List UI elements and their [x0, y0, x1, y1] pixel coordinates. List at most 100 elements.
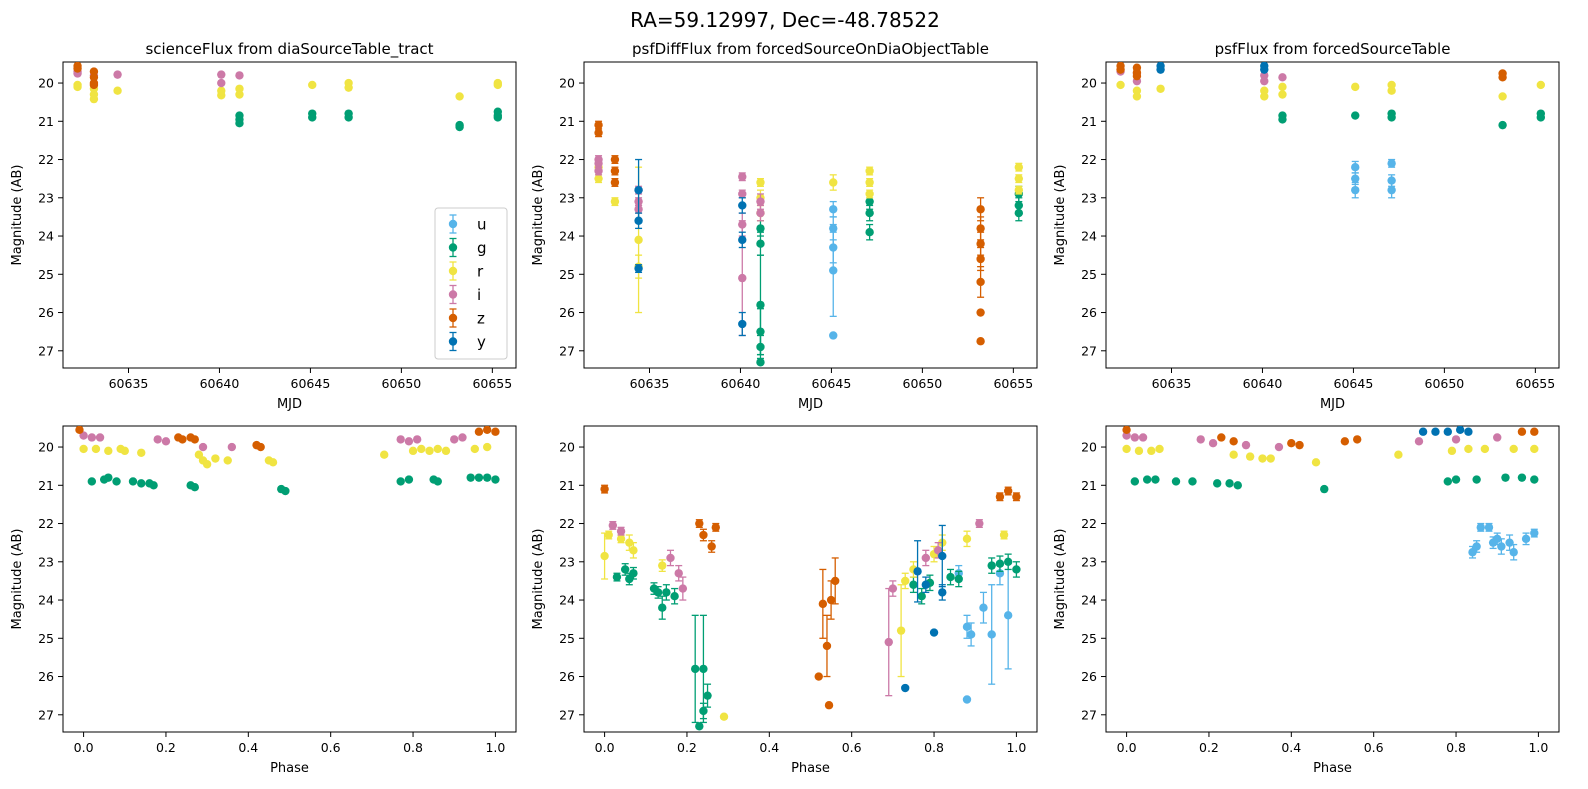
data-point-r: [1260, 92, 1269, 101]
x-tick-label: 0.4: [759, 740, 779, 755]
y-tick-label: 22: [559, 516, 575, 531]
data-point-z: [976, 205, 985, 214]
legend-marker-u: [448, 219, 458, 229]
data-point-g: [1517, 473, 1527, 482]
data-point-u: [1497, 542, 1506, 551]
y-tick-label: 21: [38, 114, 54, 129]
x-tick-label: 60655: [472, 376, 512, 391]
data-point-g: [474, 473, 484, 482]
data-point-g: [756, 327, 765, 336]
data-point-u: [1472, 542, 1481, 551]
x-tick-label: 0.0: [74, 740, 94, 755]
data-point-r: [235, 84, 244, 93]
data-point-r: [600, 551, 609, 561]
data-point-r: [1447, 446, 1457, 456]
data-point-i: [975, 519, 984, 528]
data-point-r: [308, 80, 317, 90]
data-point-i: [113, 70, 122, 79]
data-point-g: [653, 588, 663, 597]
data-point-z: [1517, 427, 1527, 436]
series-z: [75, 426, 500, 452]
data-point-g: [909, 580, 918, 589]
data-point-r: [1351, 82, 1360, 92]
data-point-z: [474, 427, 484, 436]
data-point-i: [594, 159, 603, 168]
data-point-r: [1387, 86, 1396, 95]
y-tick-label: 26: [1081, 669, 1097, 684]
x-axis-label: MJD: [277, 397, 302, 412]
x-tick-label: 0.8: [1446, 740, 1466, 755]
data-point-r: [616, 534, 626, 544]
data-point-g: [281, 486, 290, 496]
legend-marker-g: [448, 243, 458, 252]
y-tick-label: 26: [559, 305, 575, 320]
data-point-g: [756, 300, 765, 310]
data-point-i: [678, 584, 688, 593]
series-i: [79, 431, 467, 452]
data-point-g: [1151, 475, 1160, 484]
x-tick-label: 0.8: [403, 740, 423, 755]
data-point-i: [87, 433, 97, 442]
data-point-g: [149, 481, 158, 490]
data-point-r: [604, 530, 613, 540]
data-point-g: [235, 119, 244, 128]
data-point-g: [670, 592, 679, 601]
data-point-u: [1351, 174, 1360, 183]
data-point-z: [814, 672, 823, 681]
data-point-r: [1245, 452, 1255, 461]
data-point-i: [594, 166, 603, 176]
y-tick-label: 22: [38, 152, 54, 167]
data-point-i: [756, 197, 765, 206]
y-tick-label: 27: [38, 707, 54, 722]
data-point-i: [412, 435, 422, 444]
data-point-u: [962, 695, 972, 704]
axes-frame: [583, 61, 1038, 369]
y-axis-label: Magnitude (AB): [1053, 529, 1068, 630]
data-point-u: [1351, 185, 1360, 195]
series-g: [87, 473, 500, 496]
x-tick-label: 0.2: [156, 740, 176, 755]
data-point-g: [1443, 477, 1453, 486]
data-point-z: [1217, 433, 1226, 442]
y-tick-label: 27: [559, 343, 575, 358]
data-point-i: [227, 442, 237, 452]
x-axis-label: Phase: [1313, 761, 1352, 776]
panel-psfflux-mjd: psfFlux from forcedSourceTable MJD Magnitu…: [1053, 40, 1560, 412]
data-point-r: [268, 458, 278, 467]
data-point-u: [829, 205, 838, 214]
data-point-r: [1260, 86, 1269, 95]
data-point-z: [610, 178, 620, 187]
data-point-g: [703, 691, 712, 700]
x-tick-label: 60635: [1152, 376, 1192, 391]
data-point-z: [89, 80, 99, 90]
data-point-r: [1278, 82, 1287, 92]
data-point-r: [493, 80, 503, 90]
y-tick-label: 26: [1081, 305, 1097, 320]
data-point-g: [404, 475, 414, 484]
data-point-g: [699, 706, 708, 716]
data-point-u: [1493, 534, 1502, 544]
y-tick-label: 24: [38, 229, 54, 244]
data-point-g: [756, 224, 765, 233]
series-u: [829, 200, 838, 340]
data-point-g: [1530, 475, 1539, 484]
data-point-z: [1530, 427, 1539, 436]
data-point-g: [1142, 475, 1152, 484]
data-point-i: [666, 553, 675, 563]
data-point-g: [1225, 479, 1234, 488]
data-point-g: [396, 477, 405, 486]
y-tick-label: 21: [38, 478, 54, 493]
series-z: [594, 120, 985, 346]
data-point-i: [235, 71, 244, 80]
y-tick-label: 24: [559, 593, 575, 608]
data-point-r: [380, 450, 389, 459]
x-tick-label: 60645: [1334, 376, 1374, 391]
data-point-z: [711, 523, 720, 532]
legend-marker-i: [448, 290, 458, 299]
data-point-y: [901, 683, 910, 693]
data-point-z: [178, 435, 187, 444]
data-point-z: [976, 254, 985, 264]
series-z: [73, 62, 99, 90]
